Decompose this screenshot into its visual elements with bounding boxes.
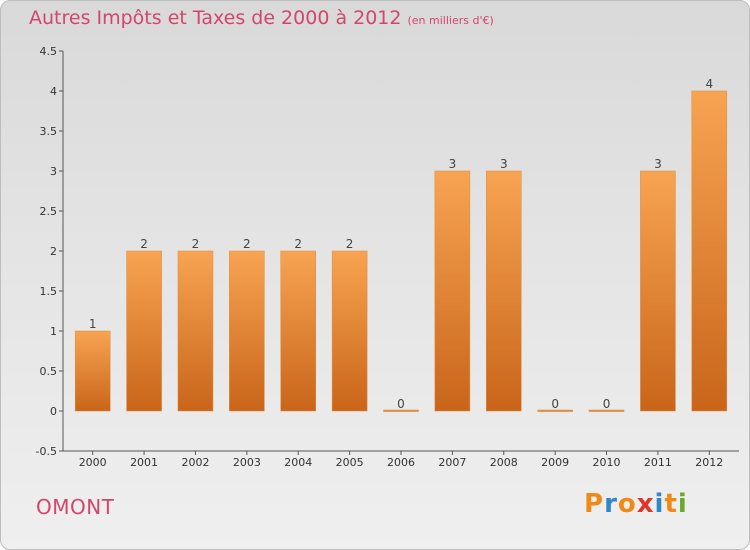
bar-2002 <box>177 250 214 412</box>
bar-2004 <box>280 250 316 412</box>
data-label: 0 <box>551 397 559 411</box>
y-tick-label: 4.5 <box>40 45 58 58</box>
bar-2011 <box>640 170 676 412</box>
data-label: 3 <box>500 157 508 171</box>
x-tick-label: 2000 <box>79 456 107 469</box>
bars <box>74 90 728 412</box>
x-tick-label: 2001 <box>130 456 158 469</box>
data-label: 4 <box>705 77 713 91</box>
bar-2001 <box>126 250 162 412</box>
logo-letter: i <box>677 489 688 519</box>
data-label: 3 <box>654 157 662 171</box>
y-tick-label: 3 <box>50 165 57 178</box>
data-labels: 1 2 2 2 2 2 0 3 3 0 0 3 4 <box>89 77 713 411</box>
bar-2010 <box>588 409 625 412</box>
x-tick-label: 2008 <box>490 456 518 469</box>
y-tick-label: 1 <box>50 325 57 338</box>
x-tick-label: 2004 <box>284 456 312 469</box>
chart-title-text: Autres Impôts et Taxes de 2000 à 2012 <box>29 7 402 29</box>
y-tick-label: 4 <box>50 85 57 98</box>
x-tick-label: 2002 <box>181 456 209 469</box>
chart-title: Autres Impôts et Taxes de 2000 à 2012 (en… <box>29 7 494 29</box>
y-tick-label: 0.5 <box>40 365 58 378</box>
bar-2008 <box>486 170 522 412</box>
x-tick-label: 2007 <box>438 456 466 469</box>
logo-letter: r <box>604 489 618 519</box>
bar-2007 <box>434 170 471 412</box>
y-tick-label: 0 <box>50 405 57 418</box>
x-tick-label: 2005 <box>336 456 364 469</box>
x-tick-label: 2006 <box>387 456 415 469</box>
y-tick-label: 2.5 <box>40 205 58 218</box>
data-label: 3 <box>449 157 457 171</box>
x-tick-label: 2011 <box>644 456 672 469</box>
y-tick-label: 2 <box>50 245 57 258</box>
x-tick-label: 2012 <box>695 456 723 469</box>
logo-letter: t <box>664 489 678 519</box>
commune-name: OMONT <box>36 495 115 519</box>
y-tick-label: 1.5 <box>40 285 58 298</box>
data-label: 0 <box>397 397 405 411</box>
x-tick-label: 2010 <box>593 456 621 469</box>
bar-2000 <box>74 330 111 412</box>
x-tick-label: 2009 <box>541 456 569 469</box>
data-label: 2 <box>346 237 354 251</box>
logo-letter: o <box>617 489 637 519</box>
chart-subtitle: (en milliers d'€) <box>407 14 494 27</box>
logo-letter: i <box>654 489 665 519</box>
data-label: 1 <box>89 317 97 331</box>
data-label: 2 <box>294 237 302 251</box>
bar-2009 <box>537 409 573 412</box>
proxiti-logo[interactable]: Proxiti <box>584 489 688 519</box>
data-label: 0 <box>603 397 611 411</box>
bar-2003 <box>229 250 265 412</box>
logo-letter: x <box>636 489 655 519</box>
bar-2005 <box>331 250 368 412</box>
data-label: 2 <box>243 237 251 251</box>
data-label: 2 <box>140 237 148 251</box>
logo-letter: P <box>584 489 605 519</box>
bar-2012 <box>691 90 728 412</box>
data-label: 2 <box>192 237 200 251</box>
x-tick-label: 2003 <box>233 456 261 469</box>
y-tick-label: -0.5 <box>36 445 57 458</box>
y-tick-label: 3.5 <box>40 125 58 138</box>
bar-2006 <box>383 409 419 412</box>
